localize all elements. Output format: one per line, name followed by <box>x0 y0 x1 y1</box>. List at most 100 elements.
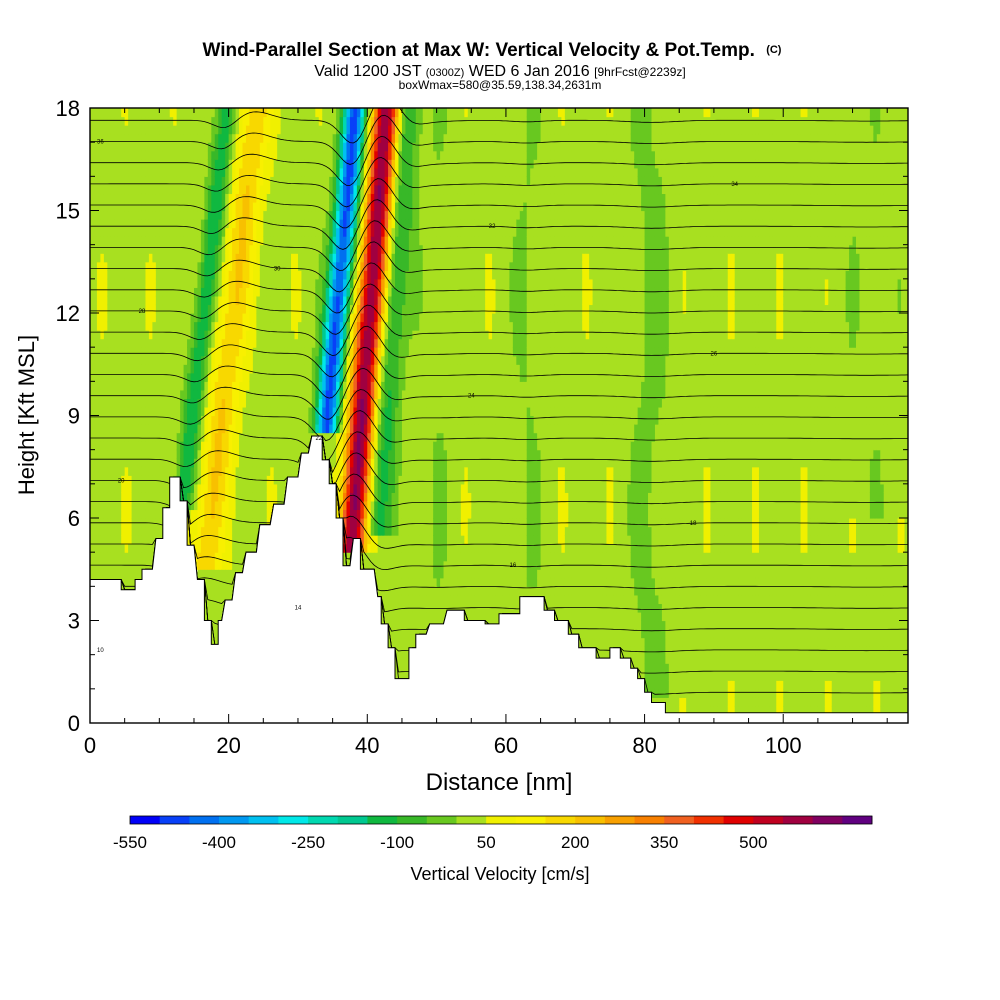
velocity-cell <box>100 475 104 484</box>
velocity-cell <box>270 381 274 390</box>
velocity-cell <box>163 484 167 493</box>
velocity-cell <box>239 270 243 279</box>
velocity-cell <box>135 552 139 561</box>
velocity-cell <box>281 211 285 220</box>
velocity-cell <box>114 287 118 296</box>
velocity-cell <box>246 544 250 553</box>
velocity-cell <box>263 287 267 296</box>
velocity-cell <box>236 527 240 536</box>
velocity-cell <box>249 313 253 322</box>
velocity-cell <box>385 117 389 126</box>
velocity-cell <box>232 492 236 501</box>
velocity-cell <box>170 185 174 194</box>
velocity-cell <box>201 458 205 467</box>
velocity-cell <box>145 211 149 220</box>
velocity-cell <box>229 450 233 459</box>
velocity-cell <box>232 125 236 134</box>
velocity-cell <box>121 390 125 399</box>
velocity-cell <box>239 245 243 254</box>
velocity-cell <box>398 433 402 442</box>
velocity-cell <box>111 450 115 459</box>
velocity-cell <box>329 424 333 433</box>
velocity-cell <box>145 262 149 271</box>
velocity-cell <box>149 304 153 313</box>
velocity-cell <box>229 578 233 587</box>
velocity-cell <box>93 492 97 501</box>
velocity-cell <box>208 356 212 365</box>
velocity-cell <box>222 535 226 544</box>
velocity-cell <box>253 407 257 416</box>
velocity-cell <box>353 527 357 536</box>
velocity-cell <box>107 356 111 365</box>
velocity-cell <box>357 142 361 151</box>
velocity-cell <box>295 313 299 322</box>
velocity-cell <box>118 262 122 271</box>
velocity-cell <box>156 364 160 373</box>
velocity-cell <box>145 339 149 348</box>
velocity-cell <box>284 450 288 459</box>
velocity-cell <box>267 270 271 279</box>
velocity-cell <box>364 416 368 425</box>
velocity-cell <box>398 595 402 604</box>
velocity-cell <box>107 475 111 484</box>
velocity-cell <box>201 373 205 382</box>
velocity-cell <box>97 364 101 373</box>
velocity-cell <box>132 245 136 254</box>
velocity-cell <box>180 364 184 373</box>
velocity-cell <box>374 501 378 510</box>
velocity-cell <box>288 270 292 279</box>
velocity-cell <box>312 390 316 399</box>
velocity-cell <box>315 236 319 245</box>
velocity-cell <box>274 117 278 126</box>
velocity-cell <box>187 117 191 126</box>
velocity-cell <box>125 270 129 279</box>
velocity-cell <box>132 424 136 433</box>
velocity-cell <box>378 467 382 476</box>
velocity-cell <box>135 159 139 168</box>
velocity-cell <box>118 151 122 160</box>
velocity-cell <box>201 364 205 373</box>
velocity-cell <box>267 475 271 484</box>
velocity-cell <box>107 535 111 544</box>
velocity-cell <box>156 475 160 484</box>
velocity-cell <box>298 304 302 313</box>
velocity-cell <box>100 441 104 450</box>
velocity-cell <box>405 407 409 416</box>
velocity-cell <box>298 117 302 126</box>
velocity-cell <box>291 322 295 331</box>
velocity-cell <box>135 193 139 202</box>
velocity-cell <box>416 586 420 595</box>
velocity-cell <box>222 569 226 578</box>
velocity-cell <box>142 509 146 518</box>
velocity-cell <box>367 125 371 134</box>
velocity-cell <box>225 287 229 296</box>
velocity-cell <box>371 253 375 262</box>
velocity-cell <box>156 484 160 493</box>
velocity-cell <box>367 492 371 501</box>
velocity-cell <box>128 407 132 416</box>
velocity-cell <box>239 398 243 407</box>
velocity-cell <box>409 586 413 595</box>
velocity-cell <box>218 151 222 160</box>
velocity-cell <box>139 279 143 288</box>
velocity-cell <box>277 475 281 484</box>
velocity-cell <box>392 339 396 348</box>
velocity-cell <box>194 322 198 331</box>
velocity-cell <box>118 296 122 305</box>
velocity-cell <box>166 279 170 288</box>
velocity-cell <box>145 441 149 450</box>
velocity-cell <box>128 168 132 177</box>
velocity-cell <box>357 433 361 442</box>
velocity-cell <box>270 322 274 331</box>
velocity-cell <box>111 407 115 416</box>
velocity-cell <box>180 322 184 331</box>
velocity-cell <box>412 322 416 331</box>
velocity-cell <box>173 245 177 254</box>
velocity-cell <box>308 296 312 305</box>
velocity-cell <box>267 484 271 493</box>
velocity-cell <box>277 339 281 348</box>
velocity-cell <box>281 151 285 160</box>
velocity-cell <box>395 322 399 331</box>
velocity-cell <box>277 287 281 296</box>
velocity-cell <box>395 467 399 476</box>
